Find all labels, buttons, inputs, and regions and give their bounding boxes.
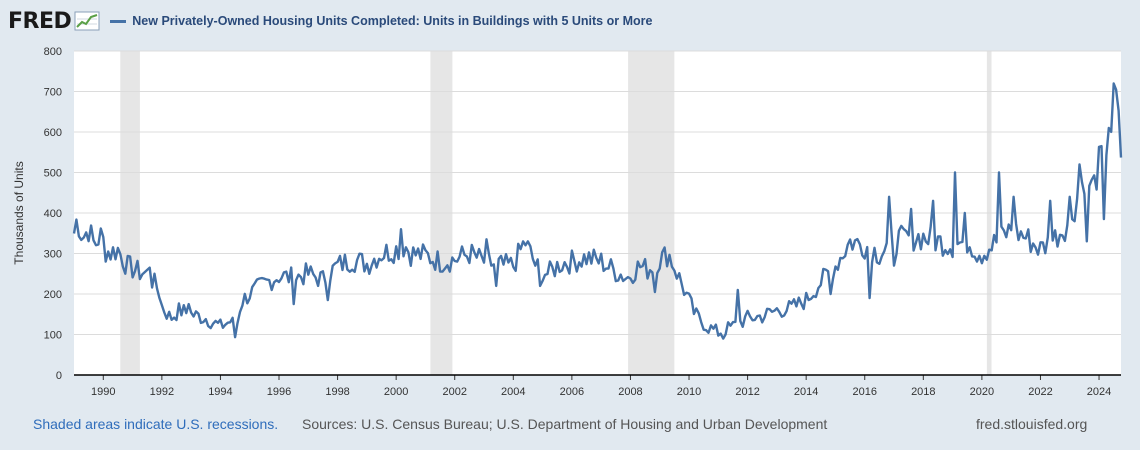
x-tick-label: 2004 xyxy=(501,386,525,398)
x-tick-label: 1990 xyxy=(91,386,115,398)
x-tick-label: 2024 xyxy=(1087,386,1111,398)
series-title[interactable]: New Privately-Owned Housing Units Comple… xyxy=(132,14,653,28)
x-tick-label: 2008 xyxy=(618,386,642,398)
y-tick-label: 300 xyxy=(44,249,62,261)
x-tick-label: 2020 xyxy=(970,386,994,398)
x-tick-label: 1994 xyxy=(208,386,232,398)
fred-logo[interactable]: FRED xyxy=(8,8,72,34)
y-tick-label: 0 xyxy=(56,370,62,382)
y-tick-label: 200 xyxy=(44,289,62,301)
x-tick-label: 2000 xyxy=(384,386,408,398)
chart-header: FRED New Privately-Owned Housing Units C… xyxy=(8,6,652,36)
x-tick-label: 1992 xyxy=(150,386,174,398)
x-tick-label: 2010 xyxy=(677,386,701,398)
x-tick-label: 2022 xyxy=(1028,386,1052,398)
chart-legend: New Privately-Owned Housing Units Comple… xyxy=(110,14,652,28)
y-axis-label: Thousands of Units xyxy=(12,161,26,264)
x-tick-label: 2018 xyxy=(911,386,935,398)
x-tick-label: 2016 xyxy=(852,386,876,398)
sources-text: Sources: U.S. Census Bureau; U.S. Depart… xyxy=(302,416,828,432)
x-tick-label: 1996 xyxy=(267,386,291,398)
recession-note[interactable]: Shaded areas indicate U.S. recessions. xyxy=(33,416,279,432)
y-tick-label: 400 xyxy=(44,208,62,220)
x-tick-label: 2012 xyxy=(735,386,759,398)
series-line xyxy=(72,82,1123,340)
legend-line-swatch xyxy=(110,19,127,23)
site-link[interactable]: fred.stlouisfed.org xyxy=(976,416,1088,432)
x-tick-label: 2006 xyxy=(560,386,584,398)
x-tick-label: 2002 xyxy=(442,386,466,398)
y-tick-label: 800 xyxy=(44,46,62,58)
y-tick-label: 100 xyxy=(44,330,62,342)
y-tick-label: 700 xyxy=(44,87,62,99)
y-tick-label: 600 xyxy=(44,127,62,139)
y-tick-label: 500 xyxy=(44,168,62,180)
fred-chart-logo-icon xyxy=(74,11,100,31)
x-tick-label: 1998 xyxy=(325,386,349,398)
x-tick-label: 2014 xyxy=(794,386,818,398)
